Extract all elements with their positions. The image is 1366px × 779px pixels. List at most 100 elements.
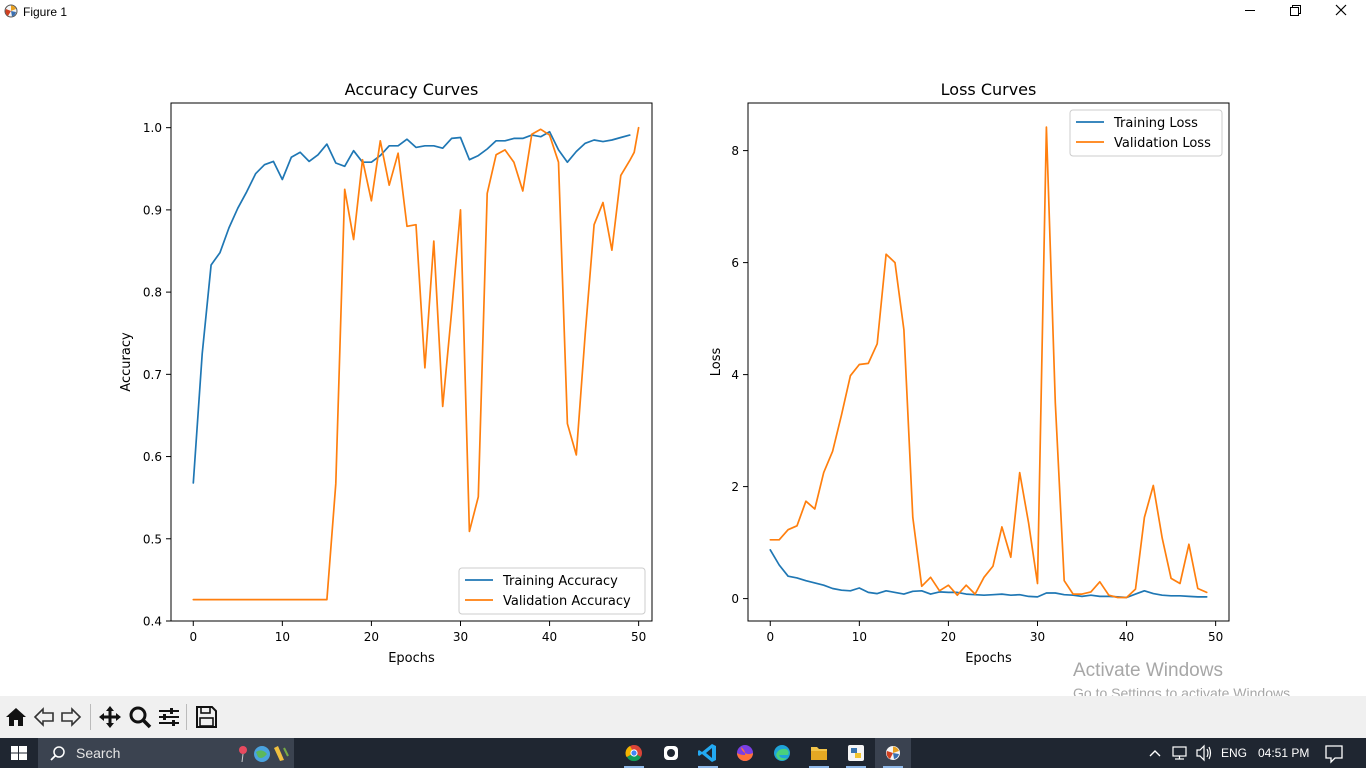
windows-logo-icon	[11, 746, 27, 760]
tray-language[interactable]: ENG	[1221, 746, 1248, 760]
accuracy-plot-area	[171, 103, 652, 621]
navigation-toolbar	[0, 696, 1366, 738]
tray-notifications[interactable]	[1322, 738, 1346, 768]
accuracy-chart: Accuracy Curves 0 10 20 30 40 50 0.4 0.5 0.6 0.7 0.…	[119, 80, 653, 666]
loss-y-tick-label: 2	[731, 480, 739, 494]
accuracy-legend-label: Training Accuracy	[502, 574, 618, 589]
pan-icon	[99, 706, 121, 728]
loss-plot-area	[748, 103, 1229, 621]
tray-clock[interactable]: 04:51 PM	[1258, 746, 1310, 760]
accuracy-series-training-line	[192, 130, 631, 484]
taskbar-vscode[interactable]	[690, 738, 726, 768]
loss-axes-frame	[747, 102, 1230, 622]
loss-x-tick-label: 10	[852, 630, 867, 644]
restore-button[interactable]	[1273, 0, 1319, 24]
loss-x-axis-label: Epochs	[965, 651, 1012, 666]
start-button[interactable]	[0, 738, 38, 768]
loss-title: Loss Curves	[941, 80, 1037, 99]
windows-taskbar: Search	[0, 738, 1366, 768]
accuracy-y-tick-label: 0.6	[143, 450, 162, 464]
taskbar-app[interactable]	[653, 738, 689, 768]
home-icon	[6, 708, 26, 726]
taskbar-chrome[interactable]	[616, 738, 652, 768]
accuracy-x-tick-label: 50	[631, 630, 646, 644]
accuracy-title: Accuracy Curves	[345, 80, 479, 99]
taskbar-edge[interactable]	[764, 738, 800, 768]
forward-button[interactable]	[58, 704, 84, 730]
back-button[interactable]	[31, 704, 57, 730]
watermark-line1: Activate Windows	[1073, 660, 1223, 681]
loss-x-tick-label: 50	[1208, 630, 1223, 644]
restore-icon	[1290, 5, 1301, 16]
notification-icon	[1325, 745, 1343, 764]
accuracy-y-tick-label: 1.0	[143, 121, 162, 135]
network-icon	[1172, 746, 1187, 760]
file-explorer-icon	[811, 747, 827, 760]
accuracy-legend-label: Validation Accuracy	[503, 594, 631, 609]
back-arrow-icon	[33, 707, 54, 727]
activate-windows-watermark: Activate Windows Go to Settings to activ…	[1073, 660, 1294, 701]
accuracy-y-tick-label: 0.7	[143, 368, 162, 382]
taskbar-python[interactable]	[838, 738, 874, 768]
loss-legend-box	[1069, 109, 1223, 157]
tray-overflow-button[interactable]	[1146, 738, 1164, 768]
loss-x-tick-label: 40	[1119, 630, 1134, 644]
figure-canvas[interactable]: Accuracy Curves 0 10 20 30 40 50 0.4 0.5 0.6 0.7 0.…	[0, 24, 1366, 696]
save-icon	[196, 706, 217, 728]
volume-icon	[1196, 744, 1212, 762]
configure-subplots-button[interactable]	[156, 704, 182, 730]
window-titlebar: Figure 1	[0, 0, 1366, 24]
accuracy-x-tick-label: 30	[453, 630, 468, 644]
close-icon	[1335, 4, 1347, 16]
loss-y-tick-label: 0	[731, 592, 739, 606]
toolbar-separator	[186, 704, 187, 730]
matplotlib-figure-icon	[886, 746, 900, 760]
tray-network[interactable]	[1170, 738, 1190, 768]
accuracy-x-axis-label: Epochs	[388, 651, 435, 666]
loss-y-tick-label: 8	[731, 144, 739, 158]
save-button[interactable]	[193, 704, 219, 730]
search-highlight-icon	[239, 746, 289, 763]
accuracy-y-tick-label: 0.4	[143, 615, 162, 629]
edge-icon	[774, 745, 790, 761]
loss-x-tick-label: 0	[766, 630, 774, 644]
zoom-button[interactable]	[127, 704, 153, 730]
accuracy-x-tick-label: 0	[189, 630, 197, 644]
taskbar-firefox[interactable]	[727, 738, 763, 768]
taskbar-matplotlib-figure[interactable]	[875, 738, 911, 768]
accuracy-y-axis-label: Accuracy	[119, 332, 134, 392]
accuracy-legend: Training Accuracy Validation Accuracy	[458, 567, 646, 615]
forward-arrow-icon	[61, 707, 82, 727]
chrome-icon	[625, 745, 642, 762]
home-button[interactable]	[3, 704, 29, 730]
taskbar-file-explorer[interactable]	[801, 738, 837, 768]
vscode-icon	[698, 744, 716, 762]
accuracy-y-tick-label: 0.5	[143, 532, 162, 546]
loss-legend-label: Validation Loss	[1114, 136, 1211, 151]
close-button[interactable]	[1319, 0, 1365, 24]
loss-y-tick-label: 4	[731, 368, 739, 382]
loss-legend-label: Training Loss	[1113, 116, 1198, 131]
accuracy-x-tick-label: 10	[275, 630, 290, 644]
window-title: Figure 1	[23, 5, 68, 19]
loss-x-tick-label: 20	[941, 630, 956, 644]
app-icon	[664, 746, 678, 760]
accuracy-x-tick-label: 40	[542, 630, 557, 644]
toolbar-separator	[90, 704, 91, 730]
loss-y-tick-label: 6	[731, 256, 739, 270]
accuracy-axes-frame	[170, 102, 653, 622]
search-label: Search	[76, 745, 121, 761]
tray-volume[interactable]	[1194, 738, 1214, 768]
minimize-icon	[1245, 10, 1255, 11]
subplots-config-icon	[159, 708, 179, 726]
matplotlib-icon	[4, 4, 18, 18]
search-icon	[50, 746, 65, 761]
loss-legend: Training Loss Validation Loss	[1069, 109, 1223, 157]
accuracy-legend-box	[458, 567, 646, 615]
taskbar-search-box[interactable]	[38, 738, 294, 768]
loss-series-validation-line	[769, 126, 1208, 599]
pan-button[interactable]	[97, 704, 123, 730]
firefox-icon	[737, 745, 753, 761]
minimize-button[interactable]	[1227, 0, 1273, 24]
accuracy-x-tick-label: 20	[364, 630, 379, 644]
